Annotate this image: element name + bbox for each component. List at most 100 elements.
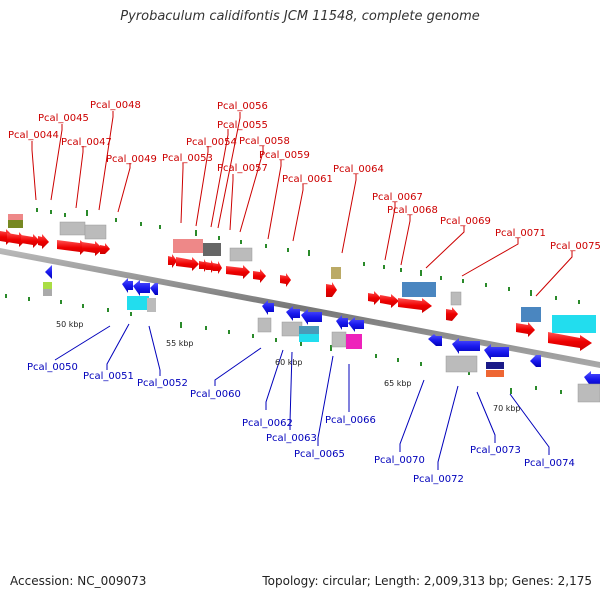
gene-arrow xyxy=(428,334,442,346)
accession-label: Accession: NC_009073 xyxy=(10,574,147,588)
kbp-label: 65 kbp xyxy=(384,379,412,388)
gene-label: Pcal_0062 xyxy=(242,418,293,429)
gene-label: Pcal_0066 xyxy=(325,415,376,426)
gene-label: Pcal_0055 xyxy=(217,120,268,131)
gene-arrow xyxy=(446,307,458,321)
gene-label: Pcal_0059 xyxy=(259,150,310,161)
feature-box xyxy=(173,239,203,253)
gene-arrow xyxy=(548,332,592,351)
gene-arrow xyxy=(301,309,322,325)
feature-box xyxy=(229,247,253,262)
feature-box xyxy=(331,331,347,348)
forward-genes xyxy=(0,229,592,351)
feature-box xyxy=(59,221,86,236)
kbp-label: 60 kbp xyxy=(275,358,303,367)
gene-label: Pcal_0061 xyxy=(282,174,333,185)
genome-backbone xyxy=(0,248,600,368)
gene-label: Pcal_0049 xyxy=(106,154,157,165)
gene-label: Pcal_0073 xyxy=(470,445,521,456)
gene-arrow xyxy=(133,280,150,296)
gene-label: Pcal_0048 xyxy=(90,100,141,111)
gene-label: Pcal_0075 xyxy=(550,241,600,252)
feature-box xyxy=(8,220,23,228)
gene-arrow xyxy=(21,234,40,248)
reverse-features xyxy=(43,282,600,403)
gene-label: Pcal_0047 xyxy=(61,137,112,148)
gene-label: Pcal_0054 xyxy=(186,137,237,148)
feature-box xyxy=(43,282,52,289)
gene-label: Pcal_0044 xyxy=(8,130,59,141)
kbp-label: 50 kbp xyxy=(56,320,84,329)
gene-label: Pcal_0058 xyxy=(239,136,290,147)
feature-box xyxy=(450,291,462,306)
kbp-label: 55 kbp xyxy=(166,339,194,348)
gene-arrow xyxy=(122,278,133,293)
feature-box xyxy=(147,298,156,312)
feature-box xyxy=(577,383,600,403)
gene-arrow xyxy=(336,315,348,330)
feature-box xyxy=(402,282,436,297)
gene-arrow xyxy=(348,317,364,332)
gene-arrow xyxy=(206,260,215,273)
feature-box xyxy=(84,224,107,240)
gene-label: Pcal_0065 xyxy=(294,449,345,460)
gene-label: Pcal_0072 xyxy=(413,474,464,485)
gene-arrow xyxy=(213,261,222,274)
feature-box xyxy=(299,334,319,342)
gene-arrow xyxy=(226,265,250,279)
gene-arrow xyxy=(262,300,274,315)
gene-arrow xyxy=(82,241,103,256)
tick-marks xyxy=(5,208,587,398)
gene-arrow xyxy=(45,265,52,279)
bottom-gene-labels: Pcal_0050 Pcal_0051 Pcal_0052 Pcal_0060 … xyxy=(27,362,575,485)
reverse-genes xyxy=(45,265,600,387)
gene-arrow xyxy=(452,338,480,354)
kbp-axis: 50 kbp 55 kbp 60 kbp 65 kbp 70 kbp xyxy=(56,320,521,413)
feature-box xyxy=(486,362,504,369)
gene-arrow xyxy=(380,294,399,308)
gene-arrow xyxy=(199,259,208,272)
feature-box xyxy=(257,317,272,333)
gene-arrow xyxy=(100,243,110,254)
gene-label: Pcal_0069 xyxy=(440,216,491,227)
gene-arrow xyxy=(38,234,49,249)
feature-box xyxy=(346,334,362,349)
gene-label: Pcal_0067 xyxy=(372,192,423,203)
gene-arrow xyxy=(57,240,88,255)
map-title: Pyrobaculum calidifontis JCM 11548, comp… xyxy=(120,9,480,24)
gene-label: Pcal_0050 xyxy=(27,362,78,373)
gene-arrow xyxy=(326,282,337,297)
gene-label: Pcal_0070 xyxy=(374,455,425,466)
gene-arrow xyxy=(280,273,291,287)
gene-label: Pcal_0063 xyxy=(266,433,317,444)
gene-label: Pcal_0045 xyxy=(38,113,89,124)
feature-box xyxy=(127,296,149,310)
gene-label: Pcal_0052 xyxy=(137,378,188,389)
gene-arrow xyxy=(253,269,266,283)
feature-box xyxy=(8,214,23,220)
gene-arrow xyxy=(368,291,381,305)
gene-label: Pcal_0068 xyxy=(387,205,438,216)
gene-label: Pcal_0071 xyxy=(495,228,546,239)
bottom-leader-lines xyxy=(54,323,550,470)
feature-box xyxy=(486,370,504,377)
gene-arrow xyxy=(168,254,177,268)
gene-label: Pcal_0060 xyxy=(190,389,241,400)
gene-label: Pcal_0064 xyxy=(333,164,384,175)
topology-label: Topology: circular; Length: 2,009,313 bp… xyxy=(262,574,592,588)
gene-arrow xyxy=(286,306,300,321)
top-gene-labels: Pcal_0044 Pcal_0045 Pcal_0047 Pcal_0048 … xyxy=(8,100,600,252)
gene-label: Pcal_0053 xyxy=(162,153,213,164)
feature-box xyxy=(521,307,541,322)
gene-label: Pcal_0056 xyxy=(217,101,268,112)
gene-label: Pcal_0051 xyxy=(83,371,134,382)
gene-label: Pcal_0074 xyxy=(524,458,575,469)
forward-features xyxy=(8,214,596,333)
gene-arrow xyxy=(176,257,199,271)
gene-arrow xyxy=(516,322,535,337)
feature-box xyxy=(299,326,319,334)
gene-label: Pcal_0057 xyxy=(217,163,268,174)
gene-arrow xyxy=(584,371,600,387)
feature-box xyxy=(43,289,52,296)
